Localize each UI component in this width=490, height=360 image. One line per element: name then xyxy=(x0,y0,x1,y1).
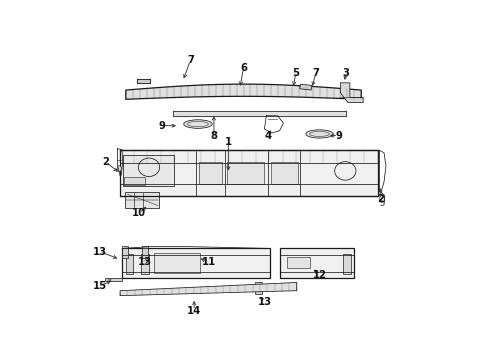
Text: 2: 2 xyxy=(377,194,384,204)
Text: 1: 1 xyxy=(225,137,232,147)
Bar xyxy=(124,176,145,185)
Text: 14: 14 xyxy=(187,306,201,315)
Ellipse shape xyxy=(184,120,212,128)
Bar xyxy=(122,246,128,258)
Bar xyxy=(141,255,148,274)
Text: 4: 4 xyxy=(265,131,272,141)
Text: 15: 15 xyxy=(93,281,107,291)
Ellipse shape xyxy=(306,130,333,138)
Bar xyxy=(120,150,378,195)
Bar xyxy=(255,282,262,294)
Bar xyxy=(280,248,354,278)
Text: 3: 3 xyxy=(343,68,349,78)
Polygon shape xyxy=(300,84,312,90)
Polygon shape xyxy=(341,83,363,103)
Bar xyxy=(343,255,351,274)
Polygon shape xyxy=(120,283,297,296)
Text: 7: 7 xyxy=(312,68,319,78)
Bar xyxy=(125,192,159,208)
Bar xyxy=(271,162,298,184)
Bar xyxy=(122,248,270,278)
Text: 2: 2 xyxy=(102,157,109,167)
Text: 7: 7 xyxy=(187,55,194,66)
Text: 9: 9 xyxy=(158,121,165,131)
Ellipse shape xyxy=(379,195,385,203)
Bar xyxy=(227,162,264,184)
Bar xyxy=(123,156,174,186)
Bar xyxy=(199,162,222,184)
Text: 10: 10 xyxy=(132,208,146,218)
Bar xyxy=(126,255,133,274)
Text: 11: 11 xyxy=(201,257,216,267)
Text: 12: 12 xyxy=(313,270,326,280)
Text: 6: 6 xyxy=(240,63,247,73)
Bar xyxy=(287,257,310,268)
Text: 13: 13 xyxy=(138,257,152,267)
Polygon shape xyxy=(126,84,361,99)
Text: 5: 5 xyxy=(293,68,299,78)
Text: 13: 13 xyxy=(93,247,107,257)
Bar xyxy=(105,278,122,282)
Text: 13: 13 xyxy=(257,297,271,307)
Bar xyxy=(154,253,200,273)
Bar xyxy=(142,246,148,258)
Text: 8: 8 xyxy=(210,131,218,141)
Text: 9: 9 xyxy=(335,131,342,141)
Ellipse shape xyxy=(118,166,121,172)
